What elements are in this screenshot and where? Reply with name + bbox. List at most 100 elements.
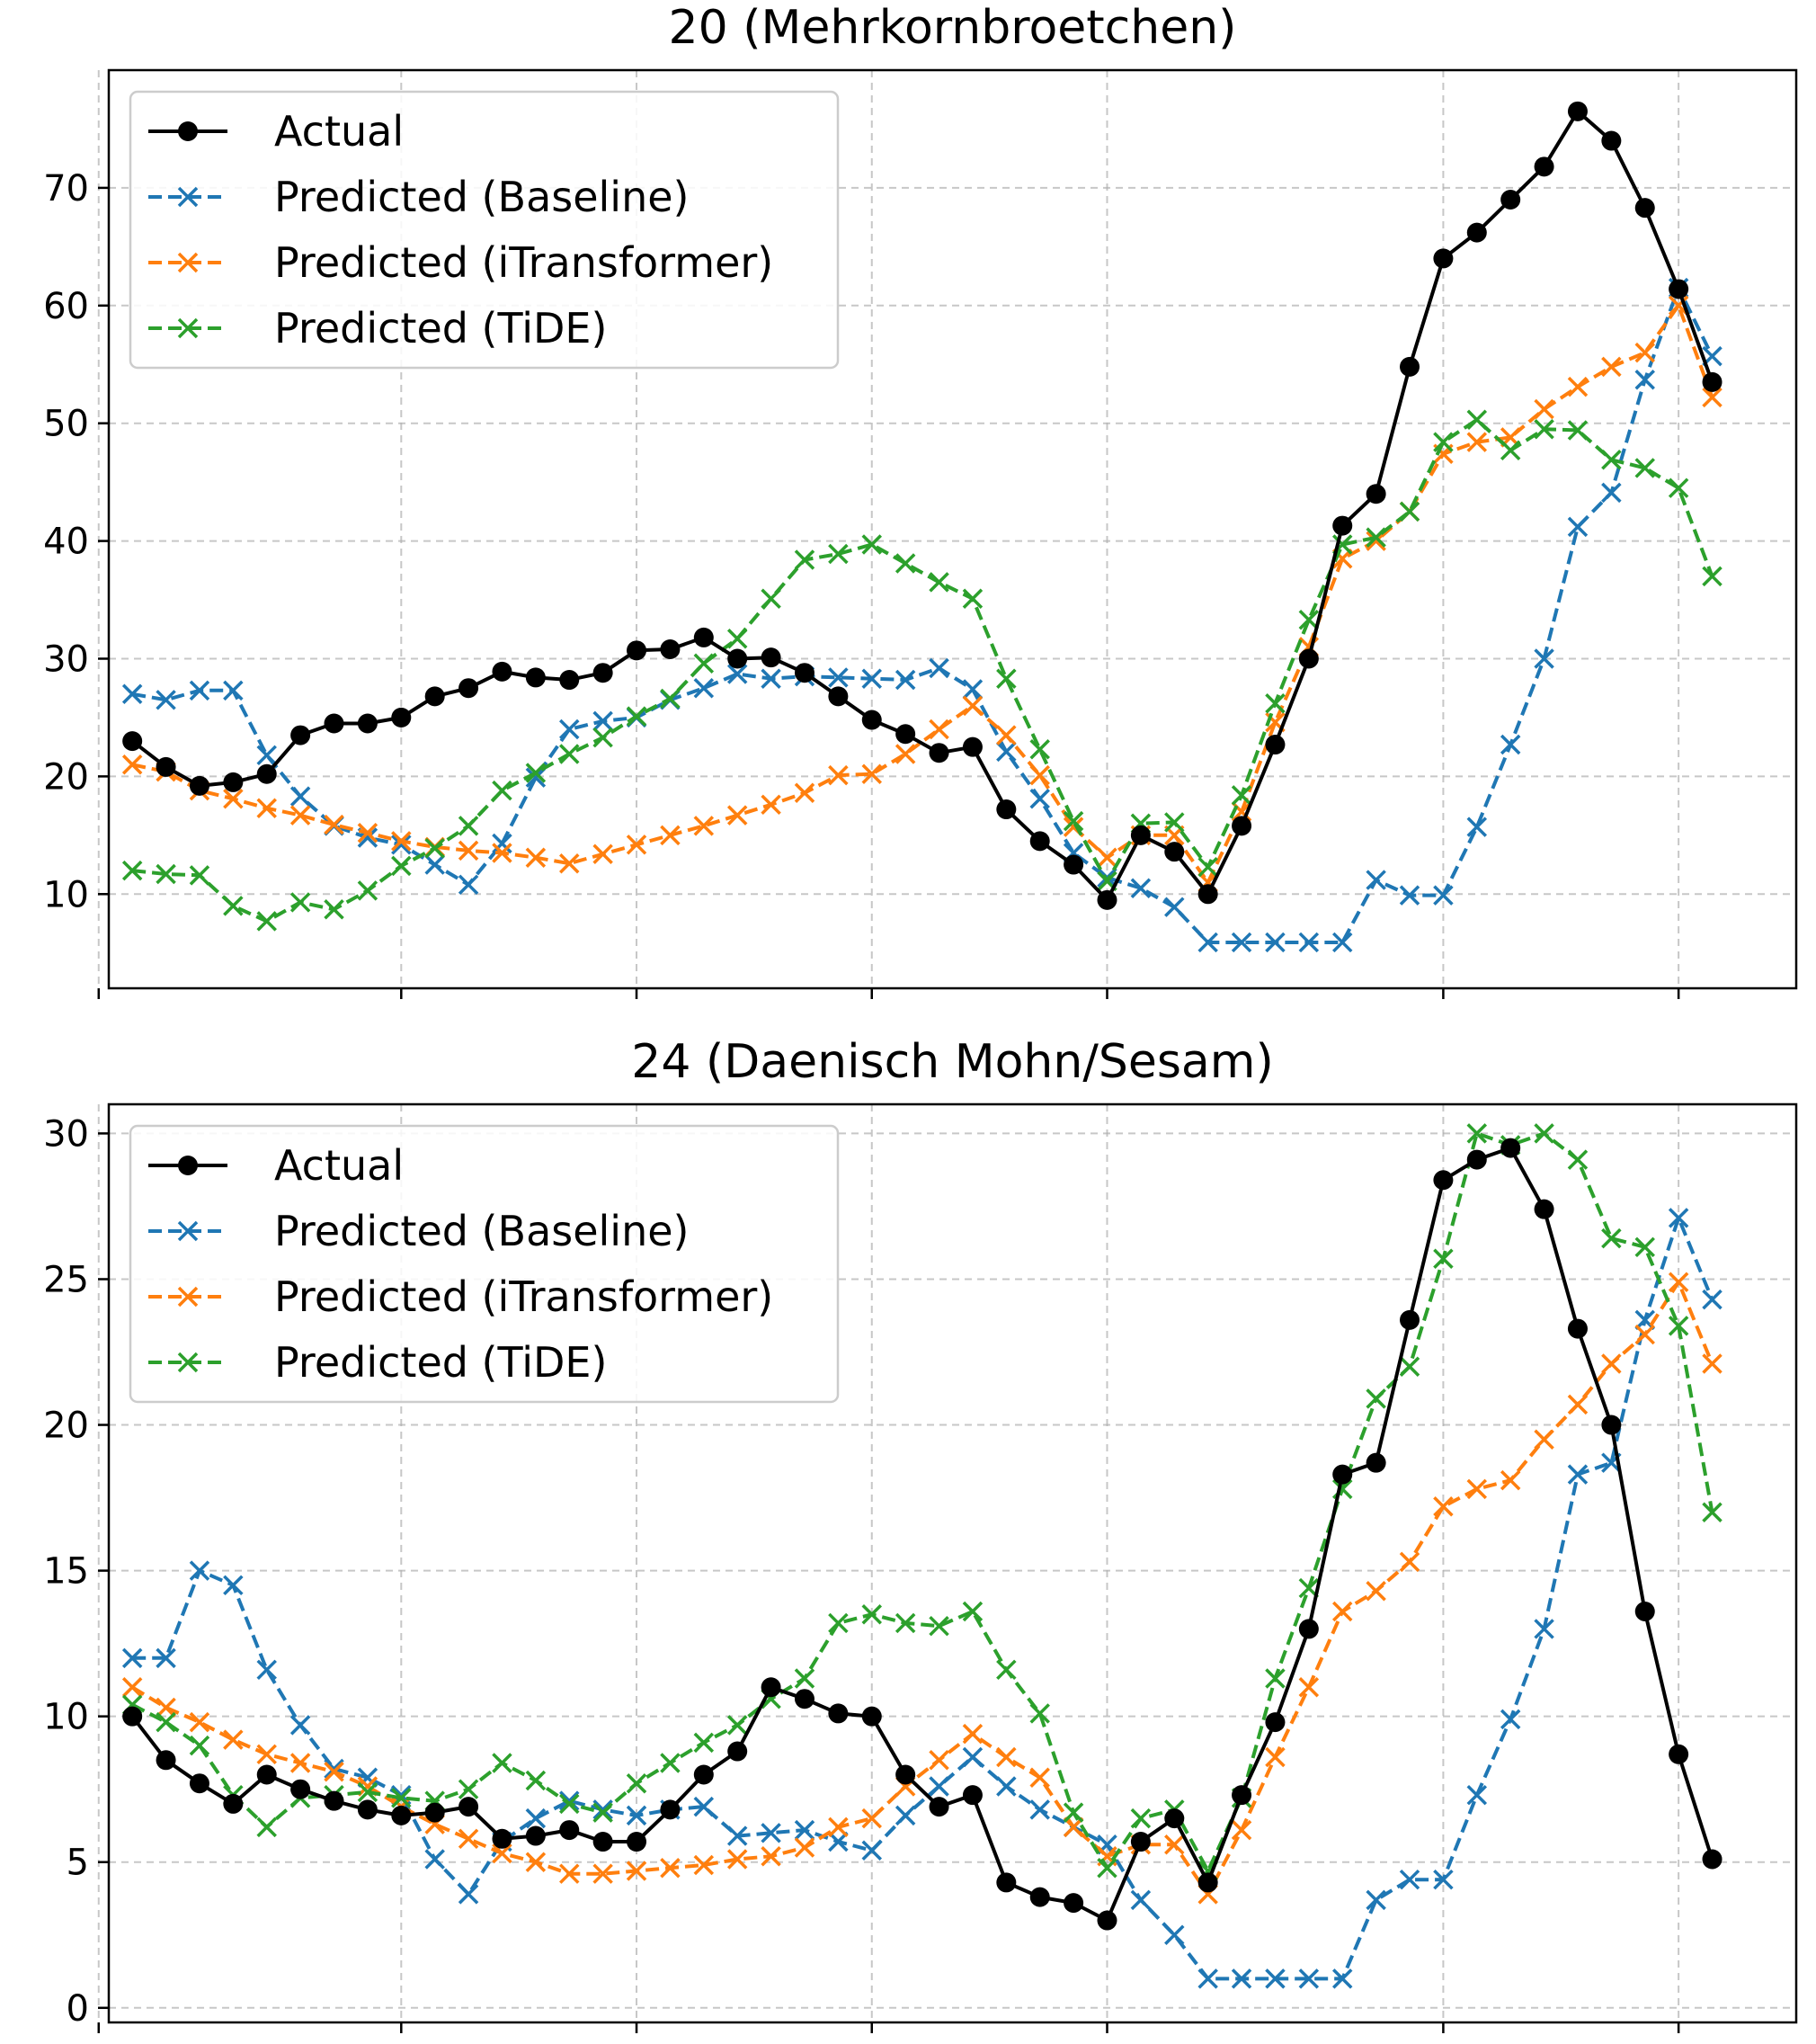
series-line (131, 417, 1714, 924)
data-point (525, 1770, 547, 1791)
legend-marker (177, 1352, 199, 1373)
data-point (1130, 1889, 1152, 1911)
data-point (1298, 932, 1320, 953)
data-point (1366, 527, 1386, 548)
legend-marker (177, 317, 199, 339)
data-point (1331, 1601, 1353, 1622)
data-point (289, 1753, 311, 1773)
data-point (1433, 885, 1454, 906)
series-line (131, 286, 1714, 944)
data-point (1064, 854, 1084, 875)
data-point (1500, 734, 1521, 755)
legend-marker (177, 186, 199, 208)
legend: Actual Predicted (Baseline) Predicted (iTr… (129, 1124, 840, 1404)
data-point (559, 1820, 580, 1841)
data-point (189, 1735, 210, 1756)
data-point (256, 911, 277, 932)
data-point (1466, 222, 1487, 243)
data-point (660, 688, 681, 710)
data-point (1366, 870, 1386, 890)
data-point (1064, 1893, 1084, 1914)
data-point (1097, 1857, 1117, 1879)
data-point (1601, 1415, 1622, 1435)
data-point (1331, 932, 1353, 953)
legend-label: Predicted (iTransformer) (274, 238, 773, 287)
legend-box (129, 1124, 840, 1404)
data-point (1232, 1785, 1252, 1806)
data-point (256, 745, 277, 766)
data-point (761, 668, 781, 689)
data-point (1029, 764, 1050, 786)
data-point (559, 744, 580, 764)
chart-panel-daenisch-mohn-sesam: 24 (Daenisch Mohn/Sesam) 0 5 10 15 20 25 30 Actu… (43, 1035, 1798, 2033)
data-point (189, 1711, 210, 1733)
data-point (1232, 816, 1252, 836)
data-point (559, 853, 580, 874)
data-point (828, 686, 849, 707)
data-point (256, 798, 277, 818)
data-point (122, 1706, 143, 1727)
data-point (121, 754, 143, 775)
data-point (1399, 1551, 1420, 1573)
data-point (1164, 1924, 1185, 1945)
data-point (627, 1832, 647, 1852)
data-point (1466, 1784, 1488, 1806)
y-tick-label: 25 (43, 1259, 89, 1300)
data-point (1567, 1394, 1589, 1415)
data-point (525, 847, 547, 868)
data-point (290, 725, 311, 745)
data-point (1029, 789, 1050, 809)
data-point (121, 1677, 143, 1698)
data-point (289, 805, 311, 826)
data-point (1466, 1478, 1488, 1500)
data-point (458, 1779, 479, 1799)
data-point (1130, 825, 1151, 845)
data-point (289, 786, 311, 807)
data-point (861, 668, 883, 689)
y-tick-label: 0 (67, 1988, 89, 2030)
data-point (1197, 884, 1218, 905)
data-point (1668, 1272, 1689, 1292)
data-point (1601, 450, 1622, 470)
data-point (895, 1805, 916, 1826)
data-point (156, 690, 176, 710)
data-point (1164, 1834, 1185, 1855)
data-point (559, 1793, 580, 1815)
data-point (492, 1753, 512, 1773)
data-point (794, 1819, 815, 1841)
data-point (1601, 356, 1622, 378)
data-point (626, 706, 647, 727)
data-point (626, 1805, 647, 1826)
data-point (929, 743, 949, 763)
data-point (627, 640, 647, 661)
data-point (424, 837, 445, 859)
data-point (391, 1788, 412, 1808)
data-point (121, 1647, 143, 1669)
data-point (458, 840, 479, 861)
legend-label: Predicted (TiDE) (274, 1338, 607, 1387)
data-point (1265, 1712, 1286, 1733)
data-point (592, 710, 613, 732)
y-tick-label: 15 (43, 1551, 89, 1593)
data-point (1634, 1236, 1655, 1258)
data-point (1231, 932, 1252, 953)
data-point (693, 816, 715, 836)
data-point (1634, 1324, 1655, 1345)
data-point (1500, 189, 1521, 210)
data-point (1668, 478, 1689, 498)
legend-marker (178, 121, 198, 141)
data-point (962, 736, 983, 757)
data-point (1097, 847, 1117, 868)
data-point (1298, 648, 1319, 669)
legend-item: Predicted (iTransformer) (148, 1272, 773, 1321)
data-point (1567, 376, 1589, 397)
legend-marker (177, 1286, 199, 1308)
data-point (1399, 501, 1420, 522)
data-point (996, 1872, 1017, 1893)
data-point (223, 772, 244, 792)
data-point (424, 686, 445, 707)
data-point (1534, 418, 1554, 440)
data-point (962, 679, 984, 700)
data-point (592, 663, 613, 683)
y-tick-label: 20 (43, 756, 89, 798)
